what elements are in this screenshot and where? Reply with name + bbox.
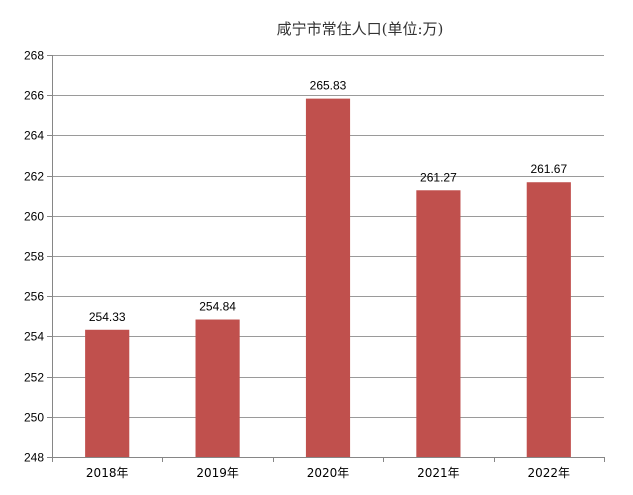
x-axis-ticks: 2018年 2019年 2020年 2021年 2022年 bbox=[52, 457, 605, 480]
data-label: 261.67 bbox=[530, 162, 567, 176]
x-tick-label: 2019年 bbox=[196, 466, 239, 480]
bar bbox=[305, 98, 351, 457]
data-label: 265.83 bbox=[310, 79, 347, 93]
y-tick-label: 250 bbox=[24, 411, 44, 425]
y-tick-label: 260 bbox=[24, 210, 44, 224]
bar bbox=[416, 190, 461, 457]
y-tick-label: 248 bbox=[24, 451, 44, 465]
chart-title: 咸宁市常住人口(单位:万) bbox=[277, 20, 444, 38]
x-tick-label: 2022年 bbox=[528, 466, 571, 480]
bar bbox=[526, 182, 571, 457]
bars bbox=[85, 98, 571, 457]
y-tick-label: 256 bbox=[24, 290, 44, 304]
x-tick-label: 2018年 bbox=[86, 466, 129, 480]
data-label: 254.33 bbox=[89, 310, 126, 324]
data-label: 261.27 bbox=[420, 170, 457, 184]
data-label: 254.84 bbox=[199, 300, 236, 314]
x-tick-label: 2020年 bbox=[307, 466, 350, 480]
y-tick-label: 252 bbox=[24, 371, 44, 385]
bar bbox=[195, 319, 240, 457]
y-tick-label: 268 bbox=[24, 49, 44, 63]
y-tick-label: 258 bbox=[24, 250, 44, 264]
data-labels: 254.33 254.84 265.83 261.27 261.67 bbox=[89, 79, 568, 324]
y-tick-label: 254 bbox=[24, 330, 44, 344]
y-axis-ticks: 248 250 252 254 256 258 260 262 264 266 268 bbox=[24, 49, 53, 465]
bar bbox=[85, 329, 130, 457]
y-tick-label: 266 bbox=[24, 89, 44, 103]
y-tick-label: 262 bbox=[24, 170, 44, 184]
x-tick-label: 2021年 bbox=[417, 466, 460, 480]
y-tick-label: 264 bbox=[24, 129, 44, 143]
